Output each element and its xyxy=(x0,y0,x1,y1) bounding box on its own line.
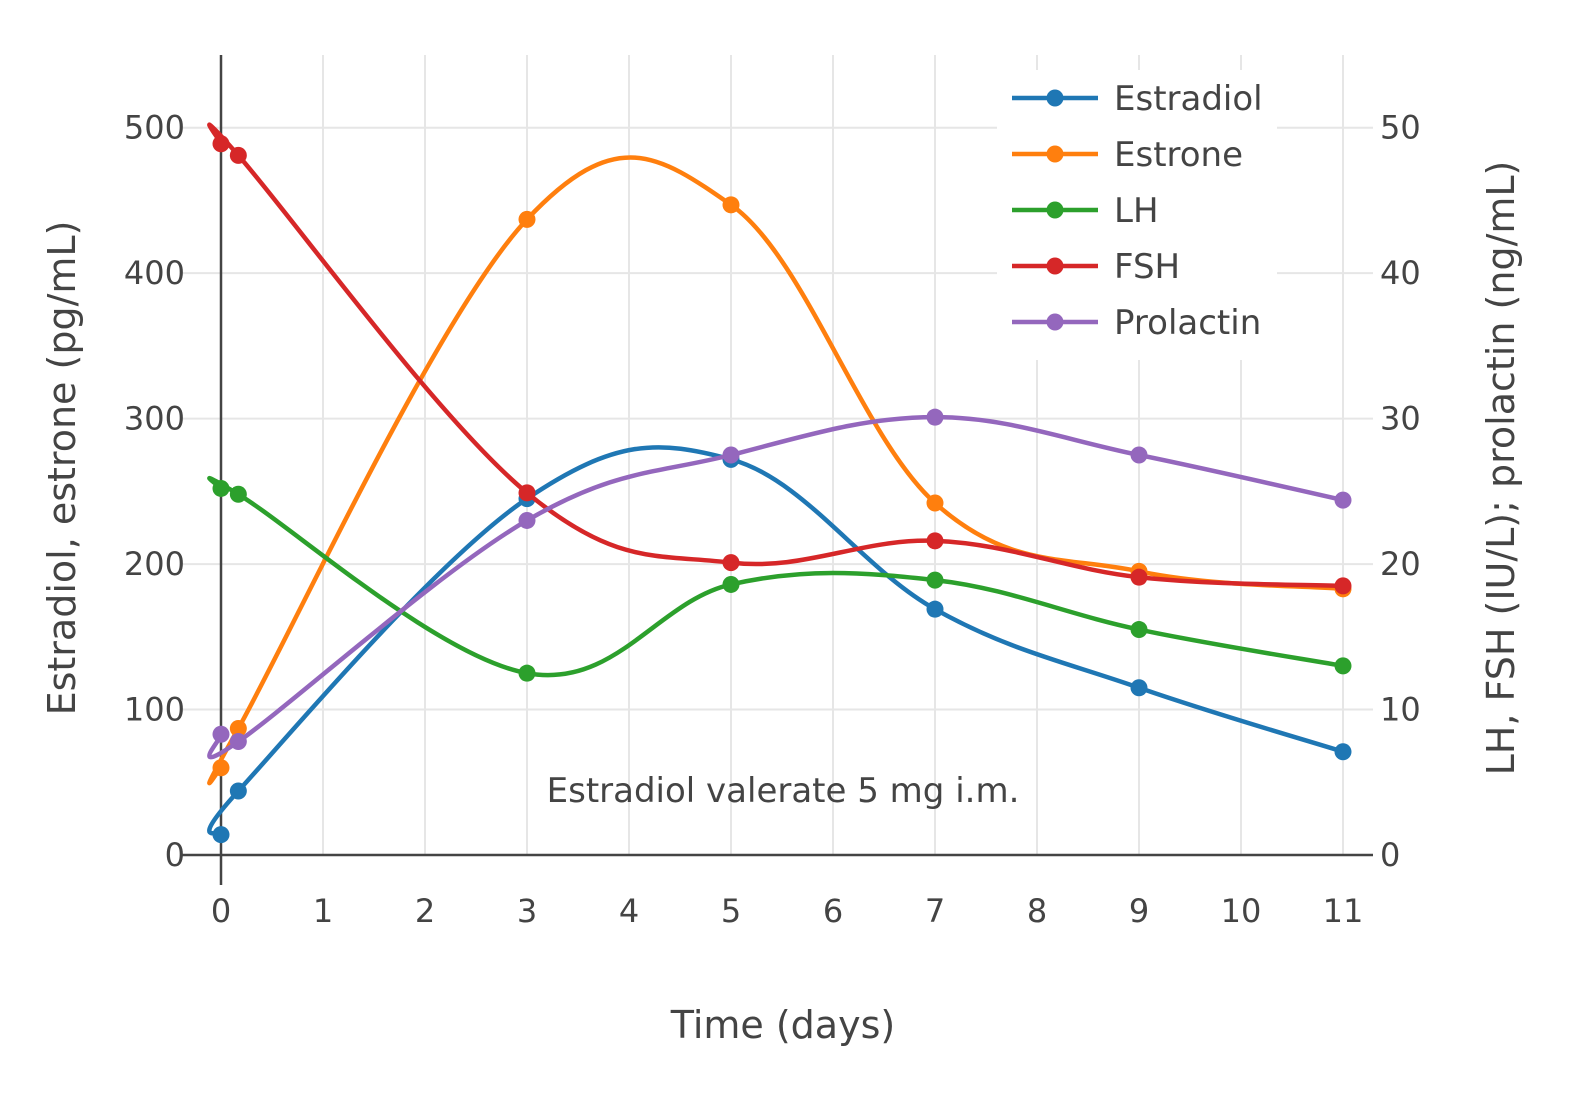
legend-label: Estradiol xyxy=(1114,79,1263,119)
legend-background xyxy=(997,70,1277,360)
y2-tick-label: 20 xyxy=(1380,545,1421,583)
series-lh xyxy=(207,475,1352,682)
annotation: Estradiol valerate 5 mg i.m. xyxy=(547,771,1020,811)
y-tick-label: 300 xyxy=(124,400,185,438)
data-point-lh[interactable] xyxy=(229,485,247,503)
data-point-prolactin[interactable] xyxy=(212,725,230,743)
y2-tick-label: 30 xyxy=(1380,400,1421,438)
y2-tick-label: 40 xyxy=(1380,254,1421,292)
y2-tick-label: 10 xyxy=(1380,691,1421,729)
data-point-prolactin[interactable] xyxy=(1130,446,1148,464)
data-point-lh[interactable] xyxy=(1130,621,1148,639)
x-tick-label: 7 xyxy=(925,892,945,930)
legend-swatch-marker xyxy=(1046,257,1064,275)
data-point-estrone[interactable] xyxy=(722,196,740,214)
data-point-prolactin[interactable] xyxy=(926,408,944,426)
legend-label: FSH xyxy=(1114,247,1180,287)
x-tick-label: 6 xyxy=(823,892,843,930)
y-tick-label: 0 xyxy=(165,836,185,874)
x-tick-label: 9 xyxy=(1129,892,1149,930)
series-prolactin xyxy=(207,408,1352,760)
x-tick-label: 10 xyxy=(1221,892,1262,930)
series-fsh xyxy=(207,122,1352,595)
legend-item-estrone[interactable]: Estrone xyxy=(1012,135,1243,175)
data-point-lh[interactable] xyxy=(518,664,536,682)
x-tick-label: 1 xyxy=(313,892,333,930)
data-point-prolactin[interactable] xyxy=(1334,491,1352,509)
data-point-estradiol[interactable] xyxy=(926,600,944,618)
y-tick-label: 200 xyxy=(124,545,185,583)
series-line-estrone xyxy=(207,155,1346,786)
legend-swatch-marker xyxy=(1046,201,1064,219)
y2-tick-label: 0 xyxy=(1380,836,1400,874)
data-point-estradiol[interactable] xyxy=(1130,679,1148,697)
data-point-estrone[interactable] xyxy=(518,210,536,228)
data-point-fsh[interactable] xyxy=(212,135,230,153)
x-axis-title: Time (days) xyxy=(670,1003,895,1047)
x-tick-label: 5 xyxy=(721,892,741,930)
data-point-lh[interactable] xyxy=(722,575,740,593)
data-point-lh[interactable] xyxy=(212,479,230,497)
data-point-fsh[interactable] xyxy=(518,484,536,502)
x-tick-label: 4 xyxy=(619,892,639,930)
y-tick-label: 500 xyxy=(124,109,185,147)
data-point-fsh[interactable] xyxy=(1130,568,1148,586)
data-point-estrone[interactable] xyxy=(229,719,247,737)
series-line-prolactin xyxy=(207,414,1346,760)
series-layer xyxy=(207,122,1352,844)
y2-axis-title: LH, FSH (IU/L); prolactin (ng/mL) xyxy=(1479,161,1523,776)
axes: 0 1 2 3 4 5 6 7 8 9 10 11 0 100 200 300 400 500 0 10 20 30 40 5… xyxy=(124,55,1421,930)
legend-item-estradiol[interactable]: Estradiol xyxy=(1012,79,1263,119)
data-point-fsh[interactable] xyxy=(229,146,247,164)
data-point-prolactin[interactable] xyxy=(518,511,536,529)
y-tick-label: 100 xyxy=(124,691,185,729)
legend-item-lh[interactable]: LH xyxy=(1012,191,1159,231)
data-point-fsh[interactable] xyxy=(722,554,740,572)
y-tick-label: 400 xyxy=(124,254,185,292)
data-point-estradiol[interactable] xyxy=(1334,743,1352,761)
data-point-estradiol[interactable] xyxy=(229,782,247,800)
x-tick-label: 8 xyxy=(1027,892,1047,930)
legend-item-prolactin[interactable]: Prolactin xyxy=(1012,303,1261,343)
x-tick-label: 11 xyxy=(1323,892,1364,930)
data-point-estradiol[interactable] xyxy=(212,826,230,844)
y-axis-title: Estradiol, estrone (pg/mL) xyxy=(40,221,84,716)
x-tick-label: 0 xyxy=(211,892,231,930)
x-tick-label: 3 xyxy=(517,892,537,930)
legend-swatch-marker xyxy=(1046,145,1064,163)
legend-swatch-marker xyxy=(1046,313,1064,331)
legend-label: Prolactin xyxy=(1114,303,1261,343)
data-point-estrone[interactable] xyxy=(926,494,944,512)
legend-item-fsh[interactable]: FSH xyxy=(1012,247,1180,287)
data-point-lh[interactable] xyxy=(1334,657,1352,675)
data-point-lh[interactable] xyxy=(926,571,944,589)
data-point-prolactin[interactable] xyxy=(722,446,740,464)
legend-swatch-marker xyxy=(1046,89,1064,107)
legend[interactable]: Estradiol Estrone LH FSH Prolactin xyxy=(997,70,1277,360)
data-point-fsh[interactable] xyxy=(1334,577,1352,595)
x-tick-label: 2 xyxy=(415,892,435,930)
legend-label: LH xyxy=(1114,191,1159,231)
legend-label: Estrone xyxy=(1114,135,1243,175)
y2-tick-label: 50 xyxy=(1380,109,1421,147)
data-point-prolactin[interactable] xyxy=(229,733,247,751)
data-point-fsh[interactable] xyxy=(926,532,944,550)
data-point-estrone[interactable] xyxy=(212,759,230,777)
